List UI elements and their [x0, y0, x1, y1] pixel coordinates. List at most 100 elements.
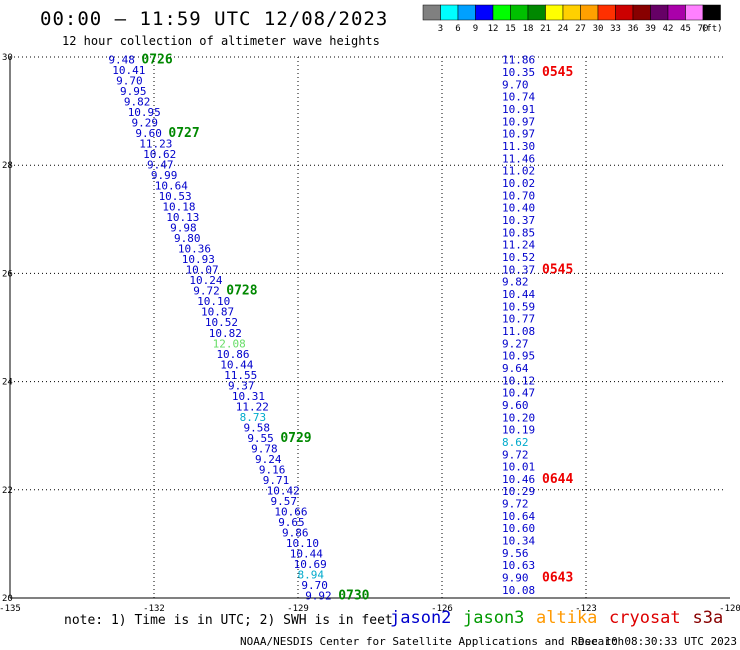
- swh-label: 10.08: [502, 584, 535, 597]
- swh-label: 10.52: [502, 251, 535, 264]
- scale-swatch: [702, 4, 721, 21]
- scale-swatch: [632, 4, 651, 21]
- scale-label: 15: [505, 24, 516, 34]
- x-tick-label: -126: [431, 604, 453, 614]
- swh-label: 10.02: [502, 177, 535, 190]
- swh-label: 10.52: [205, 316, 238, 329]
- swh-label: 9.98: [170, 222, 197, 235]
- time-label: 0644: [542, 472, 573, 487]
- swh-label: 9.90: [502, 572, 529, 585]
- swh-label: 10.12: [502, 374, 535, 387]
- swh-label: 9.47: [147, 159, 174, 172]
- scale-label: 33: [610, 24, 621, 34]
- swh-label: 10.95: [502, 350, 535, 363]
- scale-label: 39: [645, 24, 656, 34]
- swh-label: 9.70: [502, 78, 529, 91]
- swh-label: 10.31: [232, 390, 265, 403]
- scale-label: 30: [593, 24, 604, 34]
- swh-label: 11.08: [502, 325, 535, 338]
- swh-label: 10.10: [197, 295, 230, 308]
- swh-label: 10.77: [502, 313, 535, 326]
- swh-label: 10.64: [502, 510, 535, 523]
- footer-credit: NOAA/NESDIS Center for Satellite Applica…: [240, 635, 625, 648]
- scale-swatch: [492, 4, 511, 21]
- swh-label: 10.40: [502, 202, 535, 215]
- time-label: 0730: [338, 588, 369, 603]
- swh-label: 10.18: [162, 201, 195, 214]
- swh-label: 11.55: [224, 369, 257, 382]
- chart-subtitle: 12 hour collection of altimeter wave hei…: [62, 34, 380, 48]
- swh-label: 10.69: [294, 558, 327, 571]
- swh-label: 10.86: [216, 348, 249, 361]
- y-tick-label: 24: [2, 378, 13, 388]
- swh-label: 9.60: [135, 127, 162, 140]
- x-tick-label: -129: [287, 604, 309, 614]
- swh-label: 10.97: [502, 128, 535, 141]
- scale-swatch: [545, 4, 564, 21]
- swh-label: 9.29: [132, 117, 159, 130]
- scale-label: 24: [558, 24, 569, 34]
- satellite-legend-altika: altika: [536, 608, 598, 628]
- swh-label: 9.55: [247, 432, 273, 445]
- swh-label: 12.08: [213, 337, 246, 350]
- y-tick-label: 28: [2, 161, 13, 171]
- swh-label: 10.85: [502, 226, 535, 239]
- footer-timestamp: Dec 10 08:30:33 UTC 2023: [578, 635, 737, 648]
- swh-label: 9.48: [108, 54, 134, 67]
- scale-swatch: [667, 4, 686, 21]
- swh-label: 9.71: [263, 474, 290, 487]
- swh-label: 10.01: [502, 461, 535, 474]
- time-label: 0545: [542, 65, 573, 80]
- swh-label: 10.20: [502, 411, 535, 424]
- scale-swatch: [457, 4, 476, 21]
- swh-label: 9.58: [243, 421, 269, 434]
- swh-label: 10.59: [502, 300, 535, 313]
- swh-label: 10.53: [159, 190, 192, 203]
- scale-label: 9: [473, 24, 478, 34]
- swh-label: 9.64: [502, 362, 529, 375]
- swh-label: 10.44: [502, 288, 535, 301]
- swh-label: 10.29: [502, 485, 535, 498]
- swh-label: 10.95: [128, 106, 161, 119]
- swh-label: 11.23: [139, 138, 172, 151]
- x-tick-label: -132: [143, 604, 165, 614]
- footer-note: note: 1) Time is in UTC; 2) SWH is in fe…: [64, 613, 393, 628]
- swh-label: 10.70: [502, 189, 535, 202]
- swh-label: 10.93: [182, 253, 215, 266]
- scale-swatch: [562, 4, 581, 21]
- swh-label: 9.99: [151, 169, 178, 182]
- swh-label: 10.47: [502, 387, 535, 400]
- swh-label: 10.44: [290, 547, 323, 560]
- swh-label: 10.41: [112, 64, 145, 77]
- satellite-legend-cryosat: cryosat: [609, 608, 681, 628]
- scale-label: 36: [628, 24, 639, 34]
- time-label: 0728: [226, 284, 257, 299]
- scale-swatch: [597, 4, 616, 21]
- swh-label: 9.27: [502, 337, 529, 350]
- swh-label: 9.70: [116, 75, 143, 88]
- scale-label: 3: [438, 24, 443, 34]
- swh-label: 10.44: [220, 358, 253, 371]
- swh-label: 11.24: [502, 239, 535, 252]
- swh-label: 10.37: [502, 263, 535, 276]
- scale-label: 18: [523, 24, 534, 34]
- scale-label: 27: [575, 24, 586, 34]
- swh-label: 9.72: [502, 498, 529, 511]
- swh-label: 8.62: [502, 436, 529, 449]
- satellite-legend-s3a: s3a: [692, 608, 724, 628]
- swh-label: 10.63: [502, 559, 535, 572]
- scale-swatch: [475, 4, 494, 21]
- scale-swatch: [580, 4, 599, 21]
- y-tick-label: 22: [2, 486, 13, 496]
- scale-label: 45: [680, 24, 691, 34]
- satellite-legend-jason3: jason3: [463, 608, 525, 628]
- swh-label: 9.16: [259, 463, 286, 476]
- swh-label: 10.42: [267, 484, 300, 497]
- scale-swatch: [510, 4, 529, 21]
- swh-label: 9.72: [193, 285, 220, 298]
- scale-label: 42: [663, 24, 674, 34]
- swh-label: 9.24: [255, 453, 282, 466]
- swh-label: 9.82: [502, 276, 529, 289]
